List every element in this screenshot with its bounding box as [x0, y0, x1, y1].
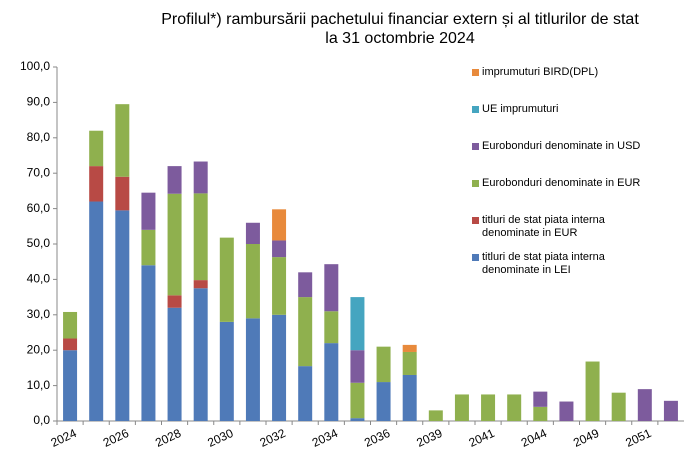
bar-segment	[141, 192, 156, 230]
y-tick-label: 90,0	[27, 95, 51, 109]
bar-segment	[245, 244, 260, 319]
y-tick-label: 100,0	[20, 59, 50, 73]
y-tick-label: 70,0	[27, 165, 51, 179]
bar-segment	[245, 318, 260, 421]
x-tick-label: 2049	[571, 426, 601, 450]
bar-segment	[89, 201, 104, 421]
bar-segment	[585, 361, 600, 421]
bar-segment	[481, 394, 496, 421]
bar-segment	[167, 193, 182, 296]
bar-segment	[245, 222, 260, 244]
bar-segment	[428, 410, 443, 421]
bar-segment	[298, 366, 313, 421]
legend-swatch	[472, 254, 479, 261]
bar-segment	[663, 400, 678, 421]
bar-segment	[533, 406, 548, 421]
x-tick-label: 2034	[310, 426, 340, 450]
bar-segment	[219, 237, 234, 322]
bar-segment	[350, 418, 365, 421]
bar-segment	[402, 374, 417, 421]
x-tick-label: 2032	[258, 426, 288, 450]
bar-segment	[272, 209, 287, 241]
x-tick-label: 2030	[205, 426, 235, 450]
legend-label: Eurobonduri denominate in EUR	[482, 177, 641, 189]
bar-segment	[533, 391, 548, 407]
legend-label: titluri de stat piata interna denominate…	[482, 251, 605, 276]
bar-segment	[637, 389, 652, 421]
bar-segment	[63, 350, 78, 421]
x-tick-label: 2039	[414, 426, 444, 450]
legend-swatch	[472, 69, 479, 76]
bar-segment	[115, 176, 130, 211]
bar-segment	[559, 401, 574, 421]
legend-label: UE imprumuturi	[482, 103, 559, 115]
x-tick-label: 2028	[153, 426, 183, 450]
bar-segment	[63, 311, 78, 339]
bar-segment	[167, 166, 182, 194]
y-tick-label: 10,0	[27, 378, 51, 392]
bar-segment	[350, 297, 365, 351]
bar-segment	[63, 338, 78, 351]
y-tick-label: 80,0	[27, 130, 51, 144]
bar-segment	[141, 265, 156, 421]
x-tick-label: 2051	[623, 426, 653, 450]
bar-segment	[89, 130, 104, 167]
y-tick-label: 30,0	[27, 307, 51, 321]
bar-segment	[324, 343, 339, 421]
bar-segment	[376, 382, 391, 421]
y-tick-label: 50,0	[27, 236, 51, 250]
bar-segment	[324, 264, 339, 312]
bar-segment	[402, 344, 417, 352]
x-tick-label: 2036	[362, 426, 392, 450]
chart-title: Profilul*) rambursării pachetului financ…	[161, 11, 639, 47]
y-tick-label: 40,0	[27, 272, 51, 286]
bar-segment	[272, 314, 287, 421]
bar-segment	[611, 392, 626, 421]
legend-swatch	[472, 106, 479, 113]
bar-segment	[402, 351, 417, 375]
bar-segment	[193, 288, 208, 421]
bar-segment	[193, 280, 208, 289]
bar-segment	[193, 193, 208, 281]
x-tick-label: 2026	[101, 426, 131, 450]
x-tick-label: 2041	[467, 426, 497, 450]
bar-segment	[167, 307, 182, 421]
bar-segment	[298, 272, 313, 298]
legend-label: Eurobonduri denominate in USD	[482, 140, 641, 152]
bar-segment	[376, 346, 391, 383]
y-tick-label: 60,0	[27, 201, 51, 215]
legend-swatch	[472, 180, 479, 187]
bar-segment	[350, 350, 365, 383]
legend-swatch	[472, 143, 479, 150]
legend-swatch	[472, 217, 479, 224]
x-tick-label: 2024	[49, 426, 79, 450]
bar-segment	[167, 295, 182, 308]
legend-label: imprumuturi BIRD(DPL)	[482, 66, 599, 78]
bar-segment	[193, 161, 208, 194]
bar-segment	[454, 394, 469, 421]
bar-segment	[272, 257, 287, 315]
y-tick-label: 20,0	[27, 342, 51, 356]
y-tick-label: 0,0	[33, 413, 50, 427]
bar-segment	[324, 311, 339, 344]
bar-segment	[298, 297, 313, 367]
bar-segment	[507, 394, 522, 421]
bar-segment	[219, 321, 234, 421]
legend-label: titluri de stat piata interna denominate…	[482, 214, 605, 239]
bar-segment	[89, 166, 104, 202]
bar-segment	[350, 382, 365, 419]
bar-segment	[115, 210, 130, 421]
bar-segment	[272, 240, 287, 258]
bar-segment	[115, 104, 130, 177]
x-tick-label: 2044	[519, 426, 549, 450]
bar-segment	[141, 229, 156, 266]
